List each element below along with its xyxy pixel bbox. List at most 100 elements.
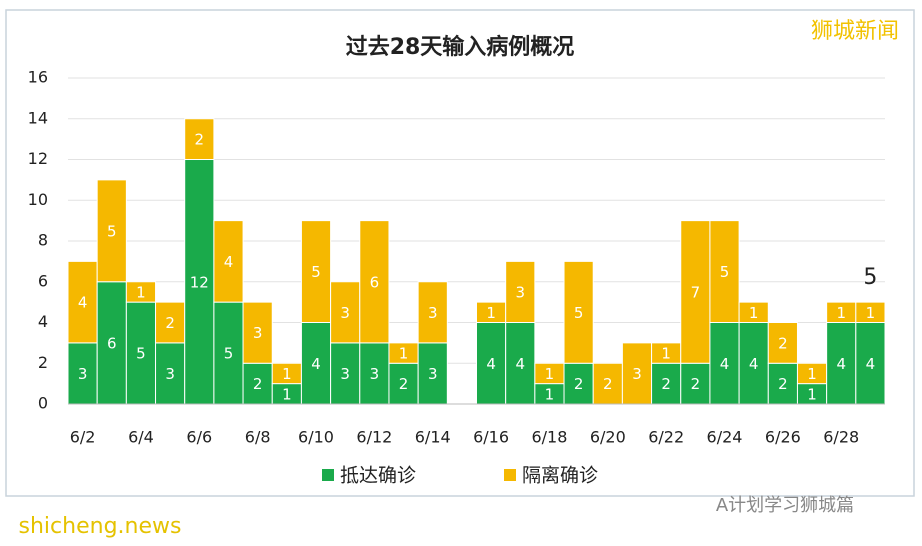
legend-swatch [322,469,334,481]
annotation: 5 [863,265,877,290]
data-label: 1 [545,365,555,383]
x-tick-label: 6/22 [648,428,684,447]
bar-segment [184,118,215,160]
bar-segment [505,260,536,323]
legend-label: 抵达确诊 [340,465,416,487]
x-tick-label: 6/14 [415,428,451,447]
x-tick-label: 6/6 [186,428,212,447]
bar-segment [563,260,594,364]
chart-frame [5,9,915,497]
data-label: 1 [486,304,496,322]
data-label: 3 [370,365,380,383]
bar-segment [359,220,390,344]
bar-segment [709,220,740,323]
data-label: 3 [428,365,438,383]
bar-segment [417,281,448,344]
data-label: 4 [749,355,759,373]
data-label: 5 [224,345,234,363]
data-label: 2 [195,131,205,149]
bar-segment [476,322,507,405]
bar-segment [125,281,157,303]
y-tick-label: 14 [28,108,48,127]
y-tick-label: 12 [28,149,48,168]
chart-title: 过去28天输入病例概况 [346,34,575,60]
x-tick-label: 6/12 [356,428,392,447]
x-tick-label: 6/10 [298,428,334,447]
data-label: 5 [311,263,321,281]
data-label: 2 [691,375,701,393]
data-label: 3 [340,304,350,322]
x-tick-label: 6/2 [70,428,96,447]
data-label: 1 [749,304,759,322]
bar-segment [96,179,127,283]
x-tick-label: 6/8 [245,428,271,447]
data-label: 1 [282,365,292,383]
data-label: 1 [836,304,846,322]
x-tick-label: 6/20 [590,428,626,447]
data-label: 2 [399,375,409,393]
bar-segment [213,301,244,405]
y-tick-label: 8 [38,231,48,250]
data-label: 2 [778,375,788,393]
data-label: 4 [720,355,730,373]
data-label: 5 [720,263,730,281]
bar-segment [621,342,653,405]
data-label: 6 [370,273,380,291]
data-label: 2 [603,375,613,393]
data-label: 1 [136,283,146,301]
data-label: 3 [340,365,350,383]
data-label: 2 [661,375,671,393]
data-label: 12 [190,273,209,291]
data-label: 2 [253,375,263,393]
bar-segment [680,362,711,405]
bar-segment [767,362,798,405]
data-label: 4 [486,355,496,373]
data-label: 4 [311,355,321,373]
bar-segment [330,342,361,405]
y-tick-label: 4 [38,312,48,331]
data-label: 1 [399,345,409,363]
watermark: 狮城新闻 [811,19,899,44]
data-label: 1 [661,345,671,363]
data-label: 1 [282,385,292,403]
data-label: 3 [428,304,438,322]
bar-segment [300,220,332,323]
data-label: 5 [107,222,117,240]
data-label: 4 [866,355,876,373]
data-label: 5 [574,304,584,322]
y-tick-label: 2 [38,353,48,372]
x-tick-label: 6/18 [531,428,567,447]
data-label: 2 [165,314,175,332]
data-label: 3 [165,365,175,383]
data-label: 1 [807,365,817,383]
data-label: 1 [866,304,876,322]
y-tick-label: 0 [38,394,48,413]
data-label: 2 [574,375,584,393]
data-label: 4 [515,355,525,373]
legend-swatch [504,469,516,481]
bar-segment [213,220,244,303]
bar-segment [155,301,186,344]
bar-segment [738,301,769,323]
bar-segment [242,301,273,364]
x-tick-label: 6/24 [707,428,743,447]
data-label: 1 [807,385,817,403]
y-tick-label: 10 [28,190,48,209]
data-label: 5 [136,345,146,363]
bar-segment [300,322,332,405]
bar-segment [826,322,857,405]
data-label: 4 [78,294,88,312]
watermark: A计划学习狮城篇 [716,495,854,516]
bar-segment [330,281,361,344]
data-label: 6 [107,334,117,352]
bar-segment [855,301,886,323]
bar-segment [505,322,536,405]
y-tick-label: 16 [28,68,48,87]
data-label: 4 [836,355,846,373]
data-label: 3 [515,283,525,301]
data-label: 7 [691,283,701,301]
x-tick-label: 6/26 [765,428,801,447]
legend-label: 隔离确诊 [522,465,598,487]
